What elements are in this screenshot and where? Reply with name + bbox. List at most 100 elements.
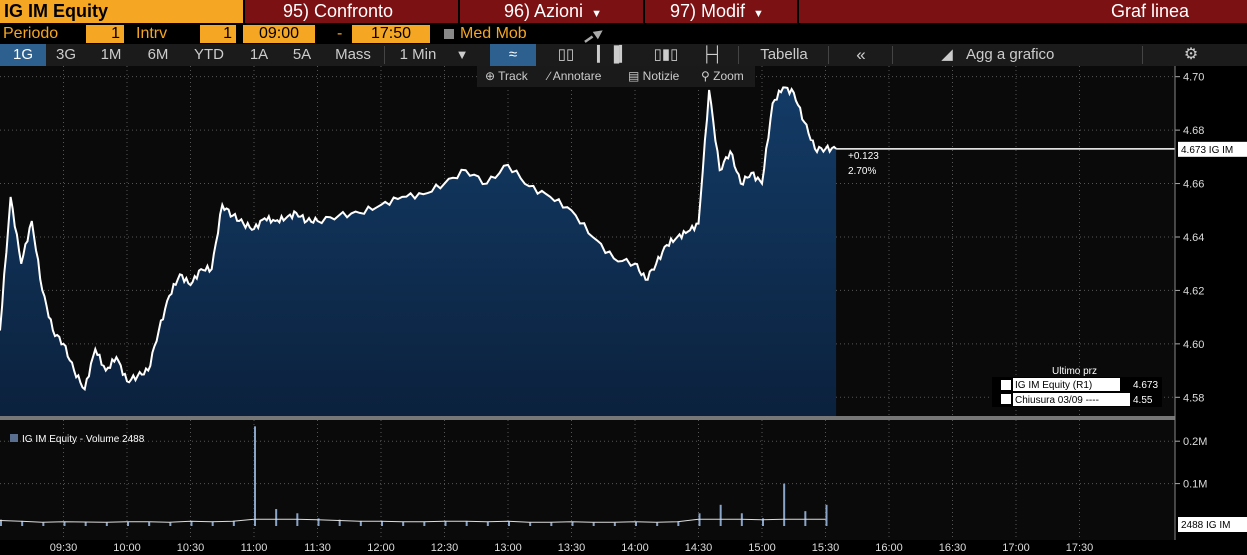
volume-bars (0, 426, 828, 526)
interval-select[interactable]: 1 Min (399, 46, 437, 63)
toolbar-separator (892, 46, 893, 64)
volume-bar (254, 426, 256, 526)
candle-chart-icon[interactable]: ▯▯ (557, 46, 575, 63)
y-tick-label: 4.58 (1183, 392, 1204, 404)
volume-bar (402, 521, 405, 526)
toolbar-separator (738, 46, 739, 64)
line-chart-button-bg (490, 44, 536, 66)
y-tick-label: 4.60 (1183, 339, 1204, 351)
top-separator (643, 0, 645, 23)
volume-bar (211, 521, 214, 526)
legend-close-bg (1013, 393, 1130, 406)
volume-bar (508, 520, 510, 526)
volume-bar (232, 520, 235, 526)
line-chart-icon[interactable]: ≈ (508, 46, 518, 63)
range-mass[interactable]: Mass (335, 46, 371, 63)
volume-bar (423, 521, 426, 526)
panel-divider[interactable] (0, 416, 1175, 420)
menu-confronto[interactable]: 95) Confronto (283, 0, 393, 23)
x-tick-label: 15:00 (748, 542, 776, 554)
price-area (0, 87, 837, 417)
track-label: Track (498, 69, 528, 83)
range-5a[interactable]: 5A (292, 46, 312, 63)
range-1g[interactable]: 1G (12, 46, 33, 63)
legend-checkbox[interactable] (1001, 380, 1011, 390)
x-tick-label: 16:00 (875, 542, 903, 554)
volume-bar (486, 521, 489, 526)
volume-bar (127, 521, 129, 526)
table-button[interactable]: Tabella (760, 46, 808, 63)
volume-y-tick-label: 0.2M (1183, 436, 1207, 448)
toolbar-separator (1142, 46, 1143, 64)
annotate-tool[interactable]: ∕ Annotare (548, 66, 601, 87)
pen-icon: ∕ (548, 69, 553, 83)
chart-type-label[interactable]: Graf linea (1111, 1, 1190, 21)
chart-area[interactable]: +0.123 2.70% 4.70 4.68 4.66 4.64 4.62 4.60 4.5… (0, 66, 1247, 555)
x-tick-label: 15:30 (812, 542, 840, 554)
time-dash: - (337, 25, 343, 42)
interval-label: Intrv (136, 25, 168, 42)
bar-chart-icon[interactable]: ▎▐▎ (597, 46, 631, 63)
caret-down-icon[interactable]: ▼ (455, 47, 469, 62)
volume-title: IG IM Equity - Volume 2488 (22, 434, 145, 445)
gear-icon[interactable]: ⚙ (1183, 46, 1199, 63)
top-separator (243, 0, 245, 23)
top-separator (797, 0, 799, 23)
svg-text:2488 IG IM: 2488 IG IM (1181, 520, 1230, 531)
toolbar-separator (828, 46, 829, 64)
menu-modif-label: 97) Modif (670, 1, 746, 21)
volume-bar (444, 520, 447, 526)
range-1m[interactable]: 1M (100, 46, 122, 63)
interval-field[interactable]: 1 (200, 25, 236, 43)
volume-bar (762, 518, 764, 526)
menu-azioni[interactable]: 96) Azioni ▼ (504, 0, 602, 23)
range-1a[interactable]: 1A (249, 46, 269, 63)
x-tick-label: 11:00 (241, 542, 268, 554)
ohlc-chart-icon[interactable]: ▯▮▯ (653, 46, 679, 63)
y-tick-label: 4.62 (1183, 285, 1204, 297)
x-tick-label: 13:00 (494, 542, 522, 554)
range-6m[interactable]: 6M (147, 46, 169, 63)
volume-panel-bg (0, 420, 1175, 540)
price-legend: Ultimo prz IG IM Equity (R1) 4.673 Chius… (992, 366, 1162, 407)
volume-bar (148, 521, 151, 526)
track-tool[interactable]: ⊕ Track (485, 66, 528, 87)
hlc-chart-icon[interactable]: ├┤ (701, 46, 723, 63)
volume-bar (105, 522, 108, 526)
legend-checkbox[interactable] (1001, 394, 1011, 404)
x-tick-label: 13:30 (558, 542, 586, 554)
med-mob-checkbox[interactable] (444, 29, 454, 39)
top-bar (0, 0, 1247, 23)
legend-series-bg (1013, 378, 1120, 391)
last-price-tag: 4.673 IG IM (1178, 141, 1247, 157)
crosshair-icon: ⊕ (485, 69, 499, 83)
toolbar (0, 44, 1247, 66)
x-tick-label: 11:30 (304, 542, 331, 554)
volume-bar (359, 520, 362, 526)
range-ytd[interactable]: YTD (194, 46, 224, 63)
menu-modif[interactable]: 97) Modif ▼ (670, 0, 764, 23)
volume-bar (677, 521, 680, 526)
legend-series-name: IG IM Equity (R1) (1015, 380, 1092, 391)
med-mob-label: Med Mob (460, 25, 527, 42)
volume-y-tick-label: 0.1M (1183, 479, 1207, 491)
add-to-chart-button[interactable]: Agg a grafico (966, 46, 1055, 63)
period-field[interactable]: 1 (86, 25, 124, 43)
news-tool[interactable]: ▤ Notizie (628, 66, 679, 87)
collapse-button[interactable]: « (856, 45, 866, 64)
time-to-field[interactable]: 17:50 (352, 25, 430, 43)
volume-legend: IG IM Equity - Volume 2488 (10, 434, 145, 445)
time-from-field[interactable]: 09:00 (243, 25, 315, 43)
volume-bar (550, 522, 553, 526)
settings-bar (0, 23, 1247, 44)
zoom-tool[interactable]: ⚲ Zoom (701, 66, 744, 87)
caret-down-icon: ▼ (753, 8, 764, 20)
zoom-label: Zoom (713, 69, 744, 83)
ticker-field[interactable]: IG IM Equity (0, 0, 243, 23)
range-3g[interactable]: 3G (55, 46, 76, 63)
x-tick-label: 10:30 (177, 542, 205, 554)
volume-bar (804, 511, 807, 526)
y-tick-label: 4.64 (1183, 232, 1204, 244)
y-tick-label: 4.66 (1183, 179, 1204, 191)
x-tick-label: 16:30 (939, 542, 967, 554)
